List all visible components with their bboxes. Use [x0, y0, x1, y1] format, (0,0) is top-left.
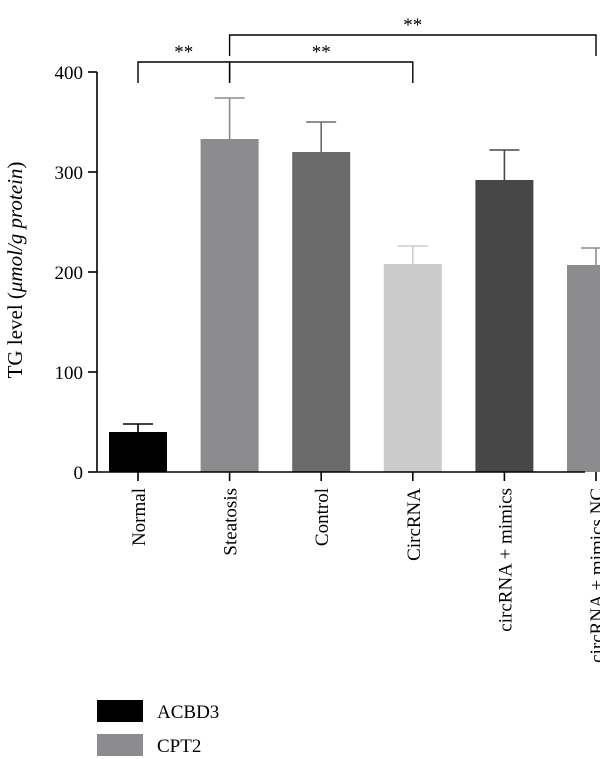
x-tick-label-1: Steatosis	[221, 488, 242, 556]
significance-label-2: **	[403, 15, 422, 36]
y-tick-label: 100	[55, 363, 84, 384]
x-tick-label-4: circRNA + mimics	[495, 488, 516, 632]
y-tick-label: 0	[74, 463, 84, 484]
significance-brackets: ** ** **	[137, 15, 597, 83]
legend-label-1: CPT2	[157, 736, 201, 757]
y-axis-label-unit: μmol/g protein	[3, 169, 27, 294]
legend-label-0: ACBD3	[157, 702, 219, 723]
x-tick-label-0: Normal	[129, 488, 150, 546]
bar-0	[109, 432, 167, 472]
legend-swatch-1	[97, 734, 143, 756]
bar-5	[567, 265, 600, 472]
x-ticks-group: Normal Steatosis Control CircRNA circRNA + m…	[129, 472, 600, 663]
y-tick-label: 200	[55, 263, 84, 284]
y-tick-label: 400	[55, 63, 84, 84]
significance-bracket-2	[228, 34, 597, 56]
y-axis-label-suffix: )	[3, 162, 27, 169]
legend-swatch-0	[97, 700, 143, 722]
bar-2	[292, 152, 351, 472]
x-tick-label-3: CircRNA	[404, 488, 425, 561]
y-tick-label: 300	[55, 163, 84, 184]
y-ticks-group: 0 100 200 300 400	[55, 63, 97, 484]
bars-group	[109, 139, 600, 472]
significance-label-1: **	[312, 42, 331, 63]
significance-label-0: **	[174, 42, 193, 63]
error-bars-group	[123, 97, 600, 432]
bar-1	[200, 139, 259, 472]
y-axis-label-prefix: TG level (	[3, 292, 27, 378]
bar-3	[383, 264, 442, 472]
significance-bracket-0	[137, 61, 231, 83]
bar-4	[475, 180, 534, 472]
significance-bracket-1	[228, 61, 414, 83]
y-axis-label: TG level (μmol/g protein)	[3, 162, 27, 379]
x-tick-label-5: circRNA + mimics NC	[587, 488, 600, 663]
x-tick-label-2: Control	[312, 488, 333, 546]
legend: ACBD3 CPT2	[97, 700, 219, 757]
